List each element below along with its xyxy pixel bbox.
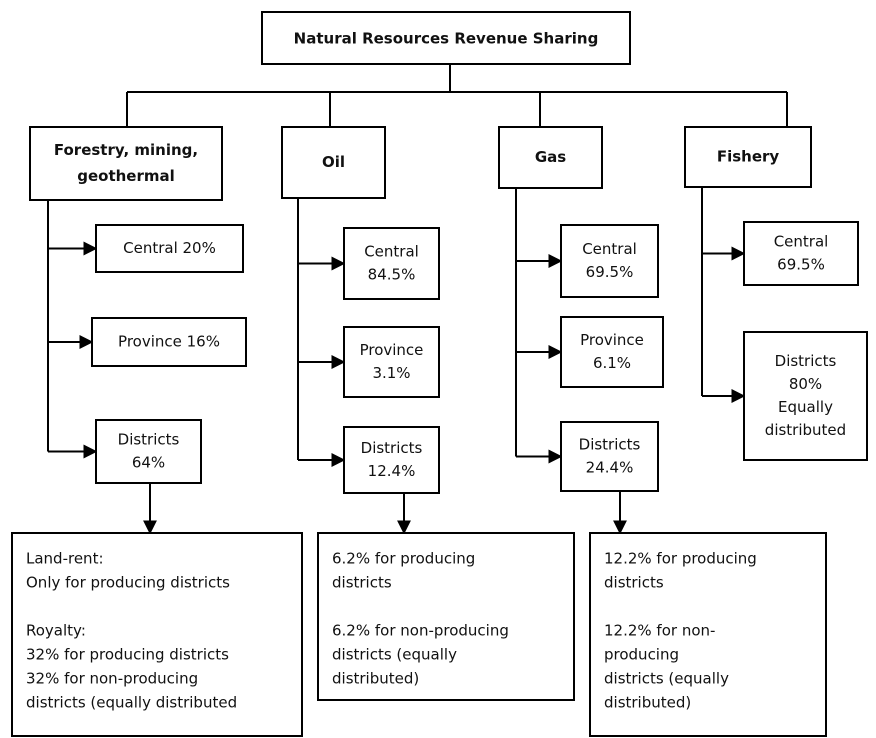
note-line: districts (equally bbox=[604, 670, 729, 688]
note-line: Only for producing districts bbox=[26, 574, 230, 592]
note-box bbox=[589, 532, 827, 737]
label: Districts bbox=[118, 431, 180, 449]
title-box bbox=[261, 11, 631, 65]
share-box bbox=[743, 221, 859, 286]
label: geothermal bbox=[77, 167, 175, 185]
label: Gas bbox=[535, 148, 566, 166]
label: 3.1% bbox=[372, 364, 410, 382]
note-line: distributed) bbox=[604, 694, 691, 712]
label: 69.5% bbox=[777, 256, 825, 274]
resource-box bbox=[281, 126, 386, 199]
note-line: 32% for producing districts bbox=[26, 646, 229, 664]
note-line: districts (equally bbox=[332, 646, 457, 664]
label: Forestry, mining, bbox=[54, 141, 198, 159]
label: Districts bbox=[579, 436, 641, 454]
note-line: districts bbox=[604, 574, 664, 592]
label: Province bbox=[360, 341, 424, 359]
label: Central bbox=[582, 240, 637, 258]
note-line: Land-rent: bbox=[26, 550, 104, 568]
share-box bbox=[743, 331, 868, 461]
label: 84.5% bbox=[368, 266, 416, 284]
label: Province 16% bbox=[118, 333, 220, 351]
note-line: 12.2% for non- bbox=[604, 622, 715, 640]
share-box bbox=[343, 426, 440, 494]
resource-box bbox=[29, 126, 223, 201]
label: Central 20% bbox=[123, 239, 216, 257]
label: Central bbox=[364, 243, 419, 261]
label: Oil bbox=[322, 153, 345, 171]
note-line: 6.2% for producing bbox=[332, 550, 475, 568]
note-line: 6.2% for non-producing bbox=[332, 622, 509, 640]
note-line: 12.2% for producing bbox=[604, 550, 757, 568]
label: Districts bbox=[361, 439, 423, 457]
share-box bbox=[95, 224, 244, 273]
note-line: distributed) bbox=[332, 670, 419, 688]
label: Fishery bbox=[717, 148, 780, 166]
label: Equally bbox=[778, 398, 833, 416]
label: 12.4% bbox=[368, 462, 416, 480]
note-line: Royalty: bbox=[26, 622, 86, 640]
share-box bbox=[560, 316, 664, 388]
note-line: districts (equally distributed bbox=[26, 694, 237, 712]
label: Province bbox=[580, 331, 644, 349]
resource-box bbox=[684, 126, 812, 188]
note-line: 32% for non-producing bbox=[26, 670, 198, 688]
share-box bbox=[560, 421, 659, 492]
label: 6.1% bbox=[593, 354, 631, 372]
label: distributed bbox=[765, 421, 846, 439]
resource-box bbox=[498, 126, 603, 189]
note-box bbox=[11, 532, 303, 737]
label: 80% bbox=[789, 375, 822, 393]
label: 64% bbox=[132, 454, 165, 472]
title: Natural Resources Revenue Sharing bbox=[294, 30, 599, 48]
share-box bbox=[343, 326, 440, 398]
share-box bbox=[343, 227, 440, 300]
note-box bbox=[317, 532, 575, 701]
label: Districts bbox=[775, 352, 837, 370]
label: 24.4% bbox=[586, 459, 634, 477]
label: 69.5% bbox=[586, 263, 634, 281]
share-box bbox=[560, 224, 659, 298]
share-box bbox=[91, 317, 247, 367]
label: Central bbox=[774, 233, 829, 251]
note-line: districts bbox=[332, 574, 392, 592]
share-box bbox=[95, 419, 202, 484]
note-line: producing bbox=[604, 646, 679, 664]
